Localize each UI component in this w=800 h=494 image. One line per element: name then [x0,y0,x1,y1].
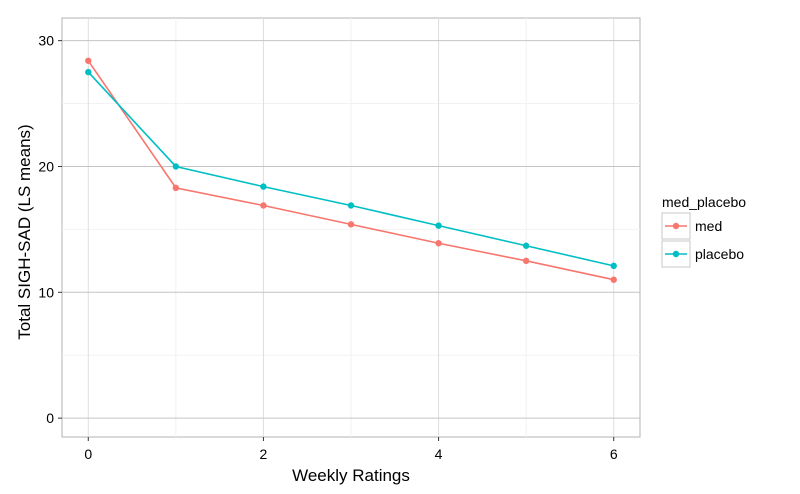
data-point-med [522,257,530,265]
data-point-med [610,276,617,283]
data-point-med [347,221,355,228]
data-point-med [172,184,180,192]
data-point-med [260,202,267,209]
data-point-placebo [85,68,92,76]
legend-label-med: med [695,218,722,234]
y-tick-label: 10 [38,284,54,300]
data-point-placebo [522,242,530,249]
legend-key-point-med [672,222,680,230]
data-point-placebo [260,183,267,190]
axis-ticks [58,40,615,441]
x-tick-labels: 0 2 4 6 [84,446,617,462]
x-tick-label: 4 [435,446,443,462]
legend-key-point-placebo [672,250,680,258]
y-tick-label: 30 [38,33,54,49]
data-point-med [435,240,442,247]
x-axis-title: Weekly Ratings [292,466,410,485]
data-point-med [85,57,92,64]
data-point-placebo [172,163,180,170]
series-points [85,57,617,283]
x-tick-label: 0 [84,446,92,462]
legend: med_placebo med placebo [661,194,746,268]
legend-label-placebo: placebo [695,246,744,262]
y-axis-title: Total SIGH-SAD (LS means) [15,124,34,339]
x-tick-label: 6 [610,446,618,462]
data-point-placebo [435,222,442,229]
x-tick-label: 2 [260,446,268,462]
minor-gridlines [62,18,640,437]
legend-title: med_placebo [662,194,746,210]
y-tick-label: 20 [38,158,54,174]
y-tick-labels: 0 10 20 30 [38,33,54,426]
y-tick-label: 0 [46,410,54,426]
data-point-placebo [610,262,617,270]
legend-items: med placebo [661,212,744,268]
data-point-placebo [347,202,355,209]
